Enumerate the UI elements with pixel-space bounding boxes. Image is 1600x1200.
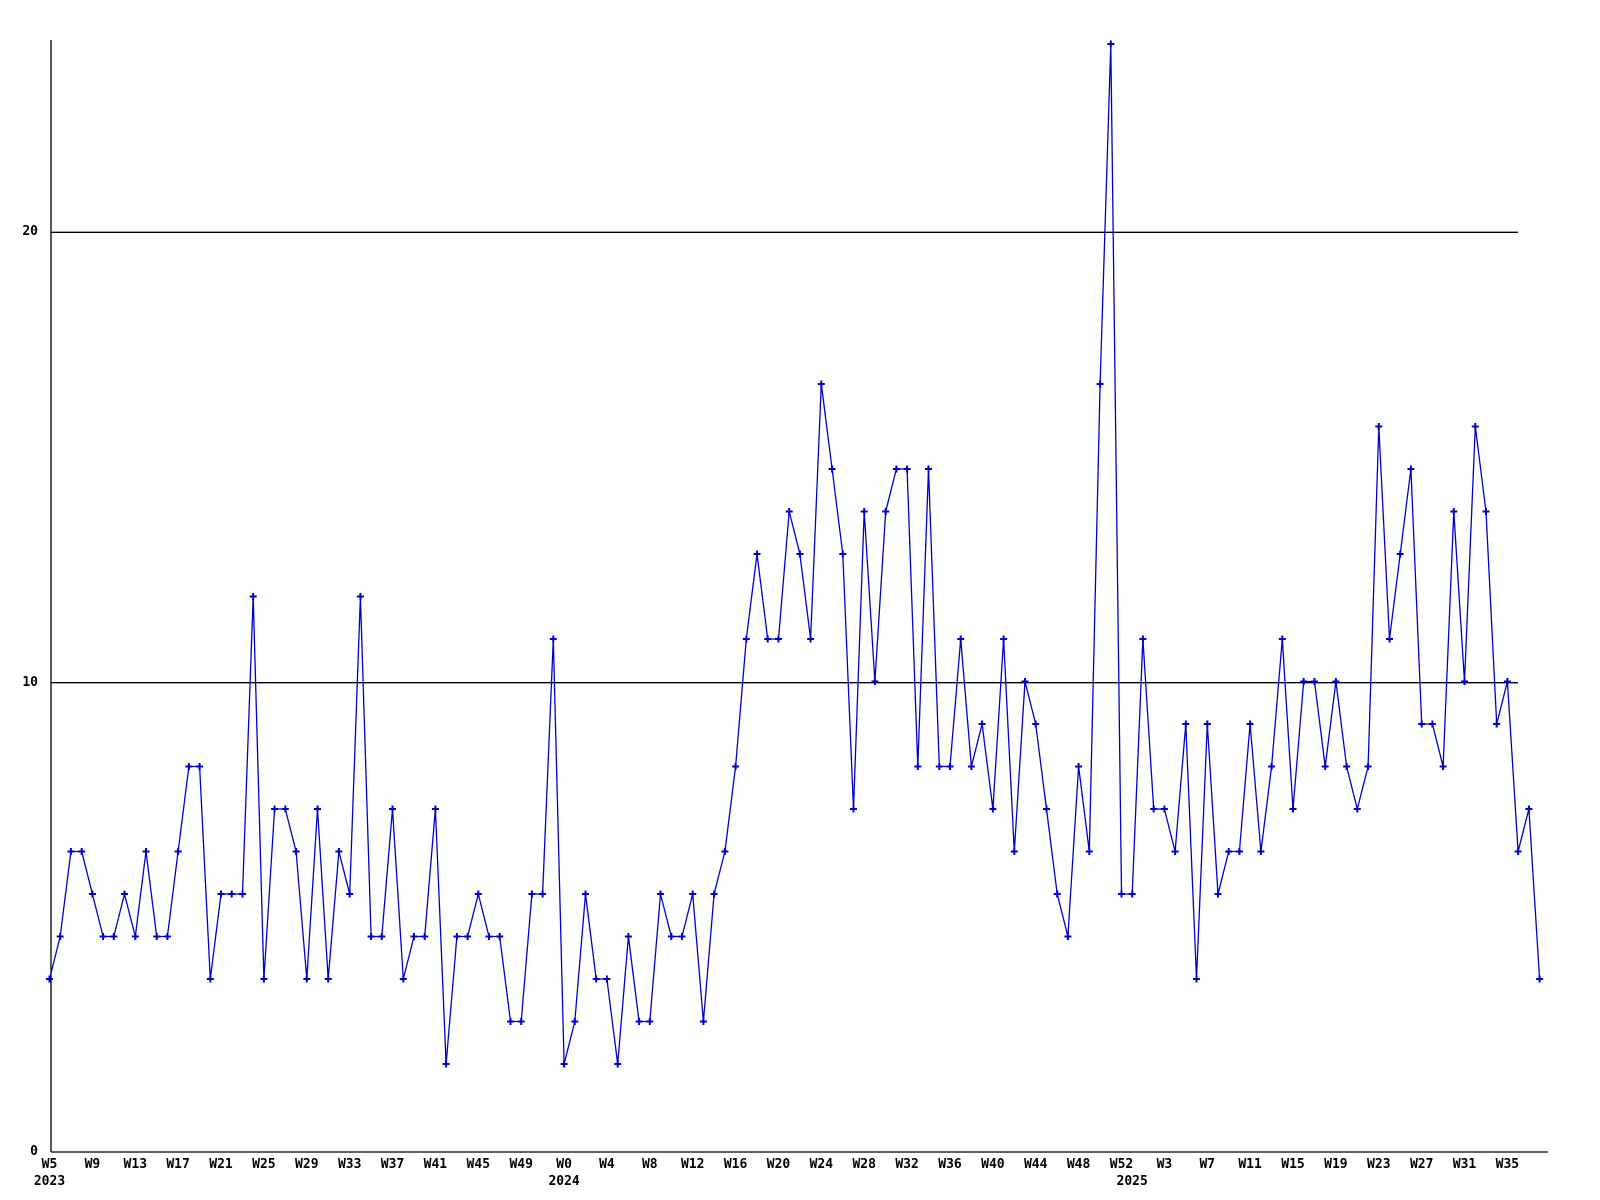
- x-tick-label: W40: [981, 1157, 1005, 1172]
- x-tick-label: W12: [681, 1157, 704, 1172]
- x-tick-label: W44: [1024, 1157, 1048, 1172]
- x-tick-label: W41: [424, 1157, 448, 1172]
- x-tick-label: W49: [509, 1157, 532, 1172]
- x-tick-label: W33: [338, 1157, 361, 1172]
- x-tick-label: W3: [1157, 1157, 1173, 1172]
- x-tick-label: W5: [42, 1157, 58, 1172]
- x-tick-label: W52: [1110, 1157, 1133, 1172]
- x-tick-label: W35: [1496, 1157, 1519, 1172]
- x-tick-label: W45: [467, 1157, 490, 1172]
- y-tick-label-0: 0: [30, 1144, 38, 1159]
- x-tick-label: W9: [85, 1157, 101, 1172]
- x-year-label: 2025: [1117, 1174, 1148, 1189]
- x-tick-label: W23: [1367, 1157, 1390, 1172]
- x-tick-label: W37: [381, 1157, 404, 1172]
- x-tick-label: W27: [1410, 1157, 1433, 1172]
- x-tick-label: W36: [938, 1157, 962, 1172]
- x-tick-label: W4: [599, 1157, 615, 1172]
- x-tick-label: W7: [1199, 1157, 1215, 1172]
- x-year-label: 2023: [34, 1174, 65, 1189]
- x-tick-label: W29: [295, 1157, 318, 1172]
- x-tick-label: W24: [810, 1157, 834, 1172]
- y-tick-label-20: 20: [22, 224, 38, 239]
- x-tick-label: W8: [642, 1157, 658, 1172]
- x-year-label: 2024: [548, 1174, 579, 1189]
- x-tick-label: W17: [166, 1157, 189, 1172]
- x-tick-label: W13: [124, 1157, 147, 1172]
- x-tick-label: W19: [1324, 1157, 1347, 1172]
- x-tick-label: W15: [1281, 1157, 1304, 1172]
- x-tick-label: W11: [1238, 1157, 1262, 1172]
- x-tick-label: W28: [852, 1157, 876, 1172]
- data-line: [48, 43, 1541, 1065]
- x-tick-label: W21: [209, 1157, 233, 1172]
- x-tick-label: W32: [895, 1157, 918, 1172]
- x-tick-label: W16: [724, 1157, 748, 1172]
- data-point-markers: [46, 40, 1544, 1068]
- x-tick-label: W20: [767, 1157, 791, 1172]
- x-tick-label: W31: [1453, 1157, 1477, 1172]
- x-tick-label: W48: [1067, 1157, 1091, 1172]
- x-tick-label: W25: [252, 1157, 275, 1172]
- x-tick-label: W0: [556, 1157, 572, 1172]
- y-tick-label-10: 10: [22, 675, 38, 690]
